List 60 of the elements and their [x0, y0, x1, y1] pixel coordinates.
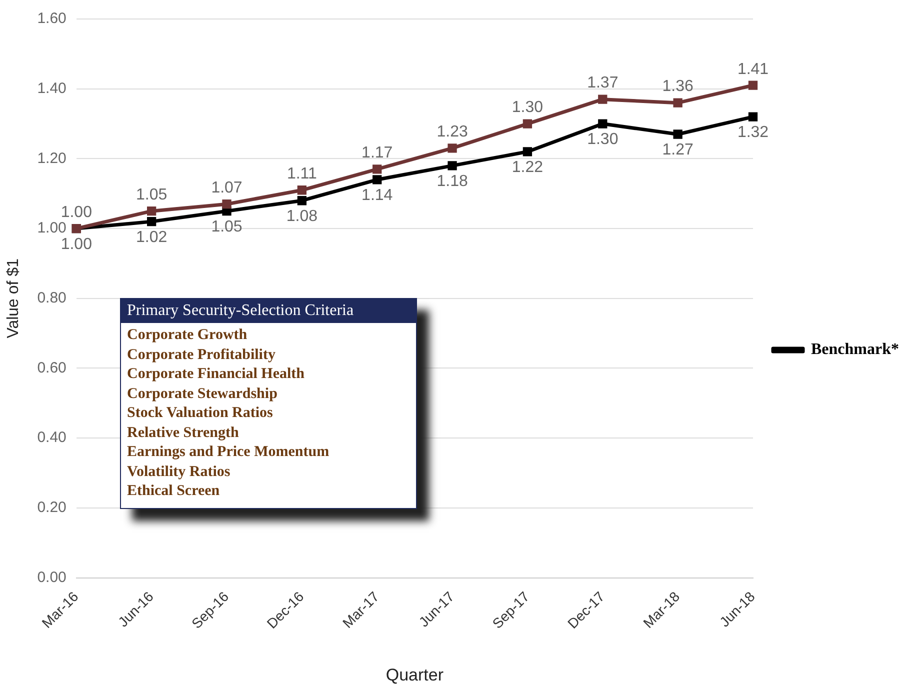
point	[522, 119, 532, 128]
annotation: Stock Valuation Ratios	[126, 404, 274, 423]
annotation: Primary Security-Selection Criteria	[121, 299, 416, 323]
y-tick-label: 0.00	[37, 568, 66, 586]
x-axis-title: Quarter	[386, 665, 444, 684]
annotation: Volatility Ratios	[126, 462, 232, 482]
y-tick-label: 1.60	[37, 10, 66, 28]
y-tick-label: 1.20	[37, 150, 66, 167]
y-tick-label: 0.60	[37, 359, 66, 376]
data-label: 1.14	[362, 187, 393, 204]
data-label: 1.17	[362, 144, 393, 162]
point	[673, 130, 682, 139]
y-tick-label: 0.20	[37, 499, 66, 516]
data-label: 1.36	[662, 78, 694, 96]
annotation: Relative Strength	[126, 424, 240, 442]
data-label: 1.22	[512, 159, 544, 176]
data-label: 1.05	[136, 186, 168, 204]
point	[372, 175, 382, 184]
point	[598, 94, 608, 104]
data-label: 1.27	[662, 142, 694, 159]
data-label: 1.18	[436, 173, 468, 190]
point	[372, 164, 382, 174]
y-tick-label: 1.00	[37, 220, 66, 237]
point	[222, 200, 232, 209]
y-tick-label: 0.40	[37, 429, 66, 446]
point	[297, 196, 307, 206]
data-label: 1.32	[737, 124, 769, 142]
data-label: 1.00	[60, 204, 92, 221]
legend-label: Benchmark*	[811, 341, 899, 358]
point	[146, 216, 156, 226]
y-axis-title: Value of $1	[5, 258, 22, 338]
data-label: 1.23	[436, 124, 468, 141]
point	[748, 80, 758, 90]
data-label: 1.30	[587, 131, 618, 148]
annotation: Corporate Profitability	[126, 346, 276, 364]
point	[673, 98, 682, 108]
data-label: 1.37	[587, 74, 618, 92]
point	[297, 186, 307, 195]
annotation: Corporate Financial Health	[126, 365, 306, 384]
point	[448, 161, 457, 170]
point	[222, 206, 232, 216]
point	[146, 206, 156, 216]
data-label: 1.07	[211, 180, 242, 197]
data-label: 1.02	[136, 228, 168, 246]
annotation: Corporate Growth	[126, 326, 248, 345]
point	[598, 119, 608, 128]
data-label: 1.30	[512, 99, 544, 116]
y-tick-label: 0.80	[37, 290, 66, 307]
data-label: 1.11	[286, 166, 318, 183]
annotation: Earnings and Price Momentum	[126, 443, 330, 462]
point	[748, 112, 758, 122]
data-label: 1.08	[286, 208, 318, 226]
data-label: 1.00	[60, 236, 92, 253]
annotation: Corporate Stewardship	[126, 384, 278, 404]
data-label: 1.41	[737, 60, 769, 78]
point	[448, 144, 457, 153]
annotation: Ethical Screen	[126, 482, 221, 501]
data-label: 1.05	[211, 218, 242, 236]
point	[522, 147, 532, 156]
y-tick-label: 1.40	[37, 80, 66, 97]
